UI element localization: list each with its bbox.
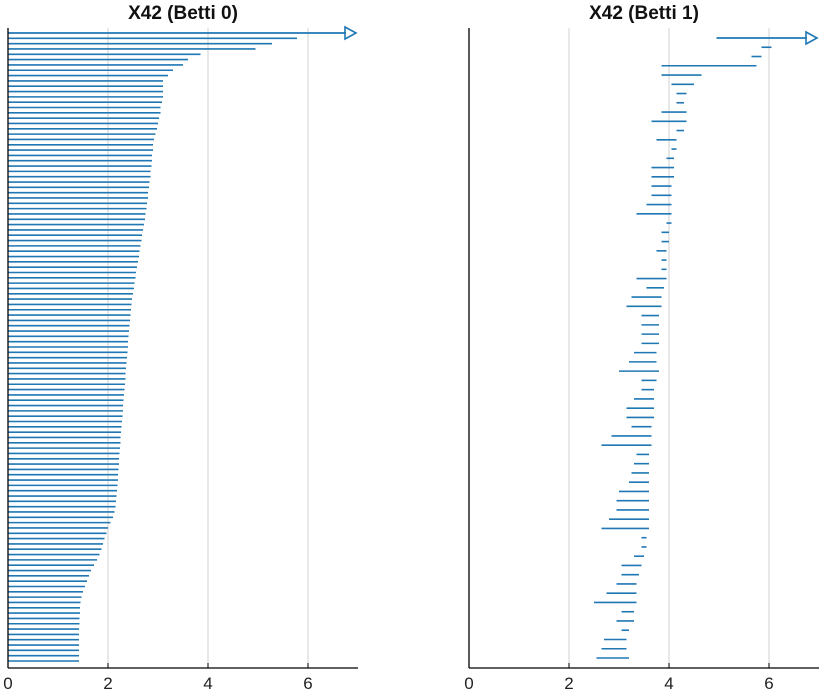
- x-tick-label: 4: [203, 674, 212, 693]
- x-tick-label: 6: [764, 674, 773, 693]
- chart-title: X42 (Betti 0): [128, 3, 238, 24]
- infinite-arrow-head-icon: [805, 30, 819, 46]
- x-tick-label: 6: [303, 674, 312, 693]
- x-tick-label: 4: [664, 674, 673, 693]
- infinite-arrow-head-icon: [344, 25, 358, 41]
- x-tick-label: 0: [3, 674, 12, 693]
- x-tick-label: 2: [103, 674, 112, 693]
- x-tick-label: 0: [464, 674, 473, 693]
- x-tick-label: 2: [564, 674, 573, 693]
- barcode-panel-0: X42 (Betti 0) 0 2 4 6: [3, 3, 358, 693]
- chart-title: X42 (Betti 1): [589, 3, 699, 24]
- barcode-panel-1: X42 (Betti 1) 0 2 4 6: [464, 3, 819, 693]
